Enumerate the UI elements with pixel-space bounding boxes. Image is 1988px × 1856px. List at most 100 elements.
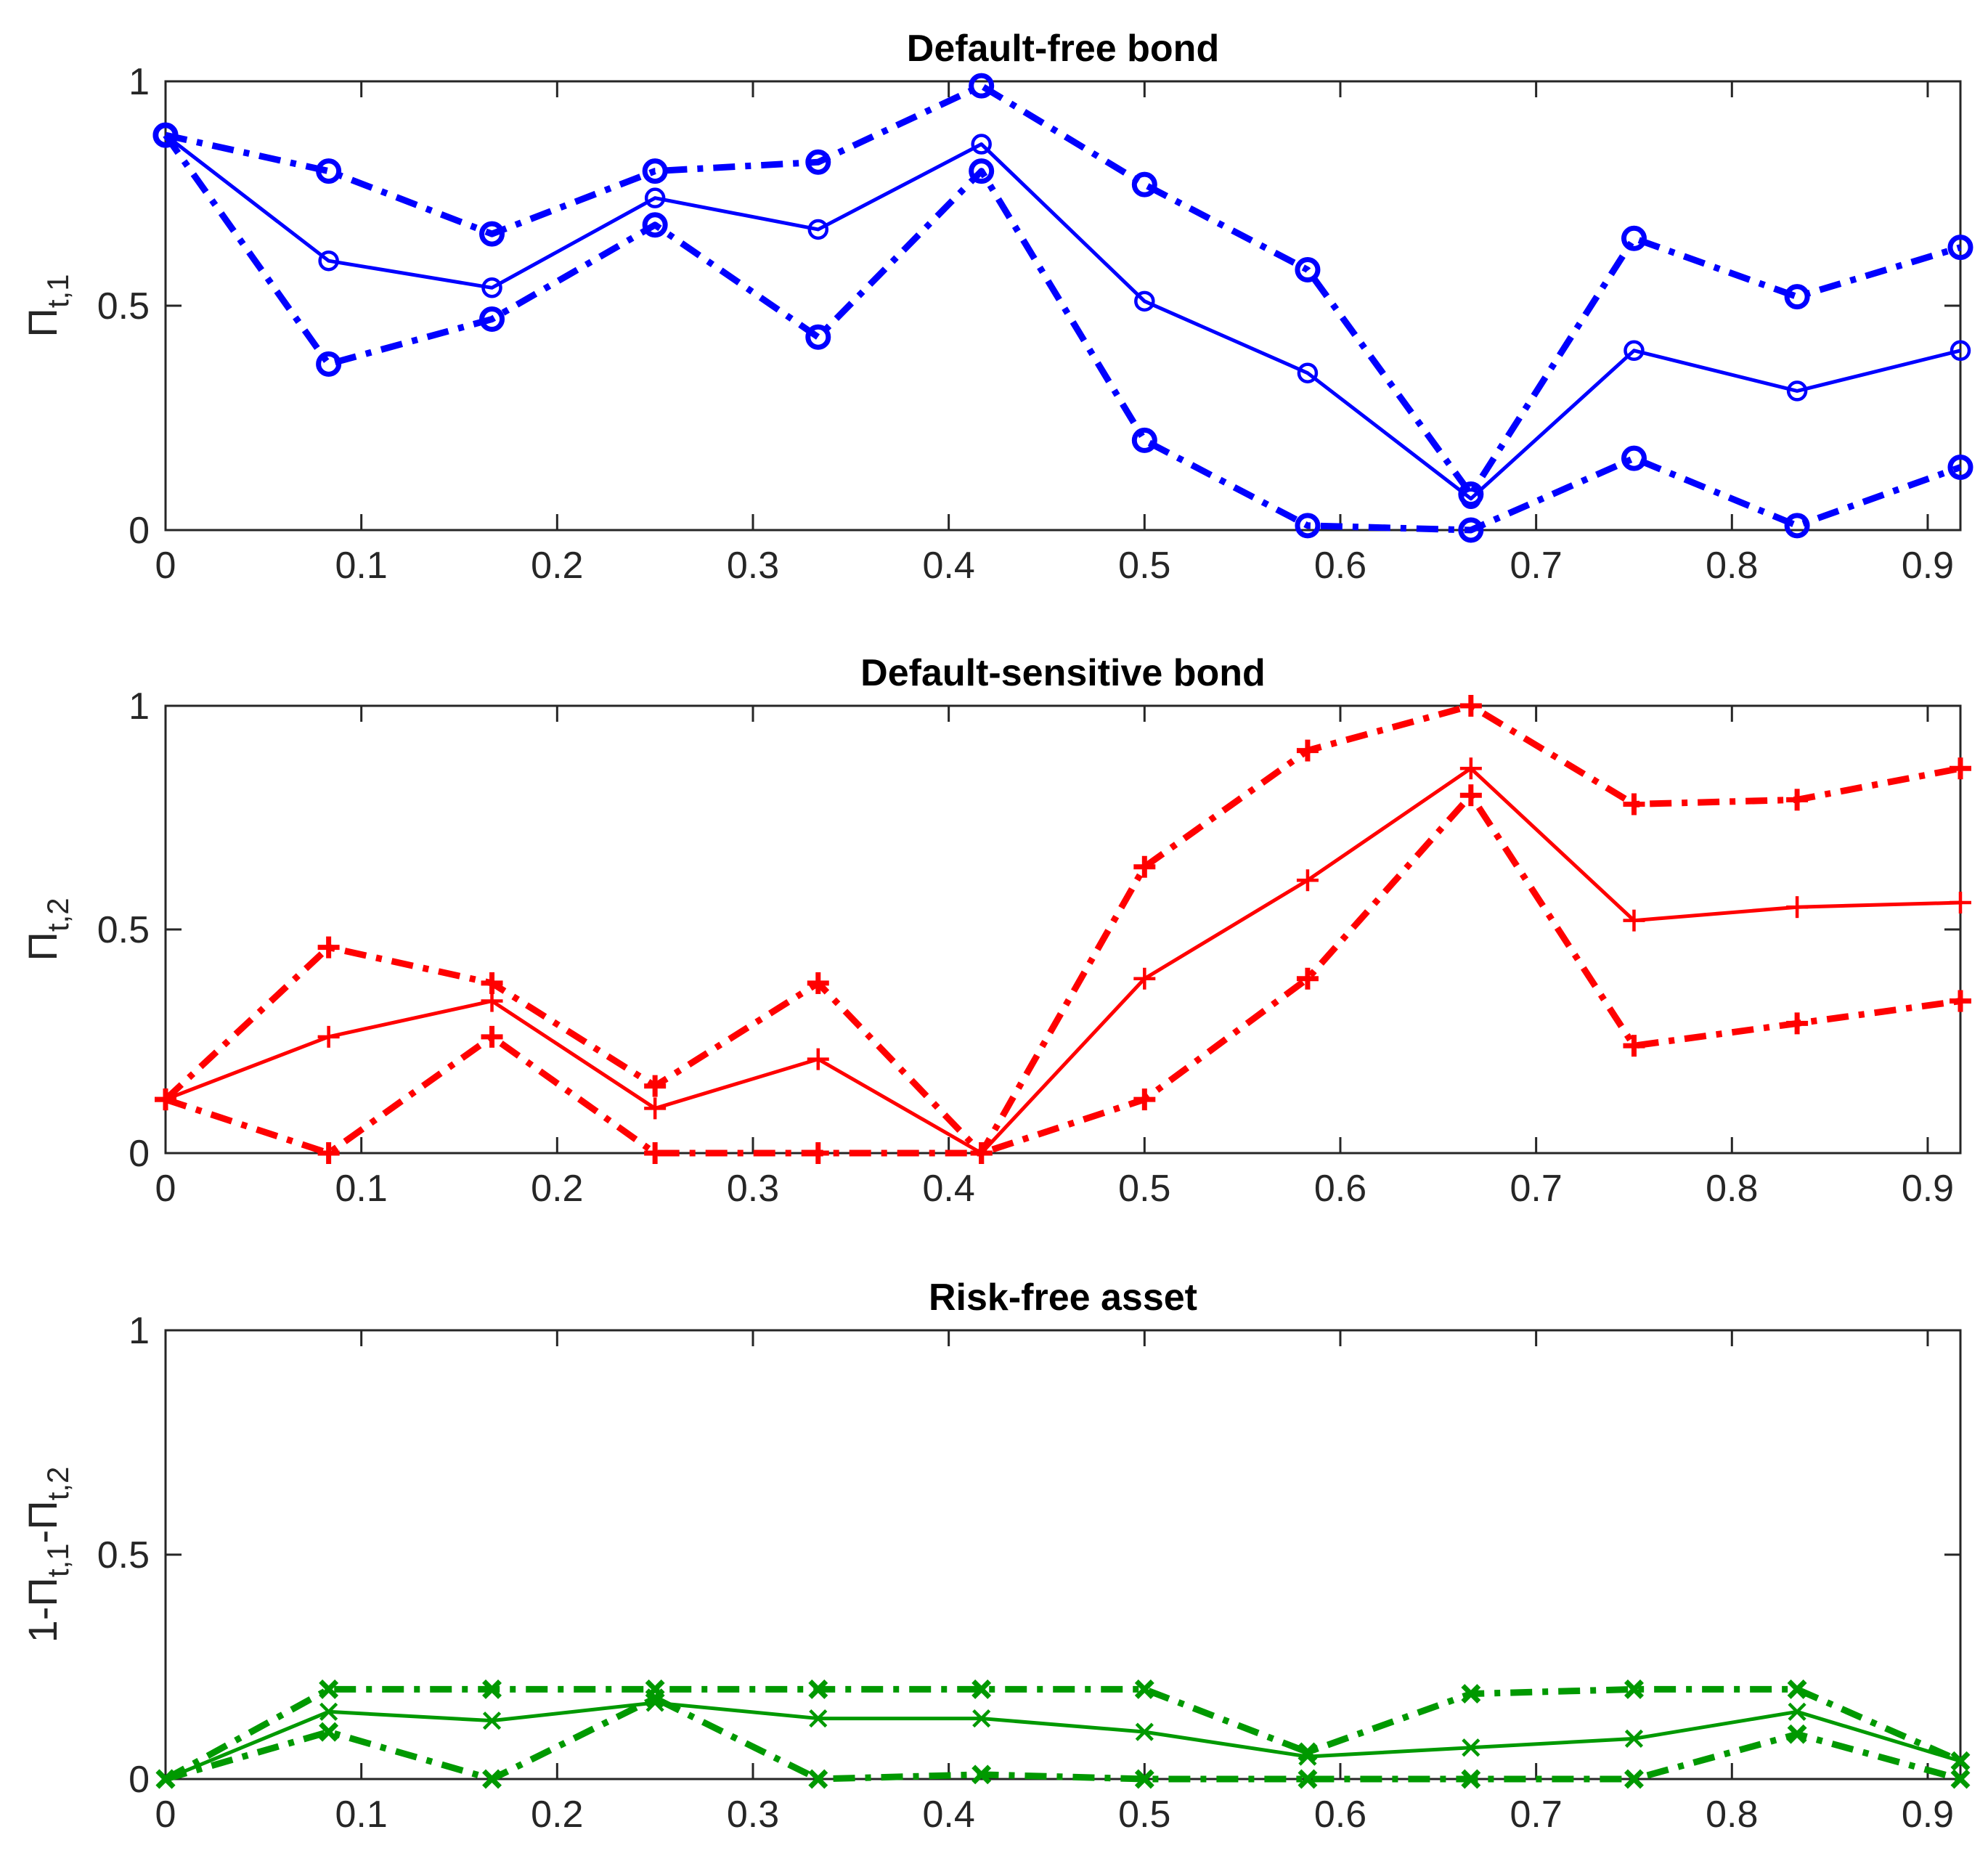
- y-tick-label: 0: [129, 510, 150, 552]
- chart-title: Risk-free asset: [929, 1277, 1197, 1319]
- data-point-upper: [1624, 1679, 1644, 1699]
- y-tick-label: 0: [129, 1759, 150, 1801]
- data-point-upper: [644, 1075, 667, 1097]
- data-point-mean: [481, 990, 503, 1012]
- x-tick-label: 0.9: [1902, 1168, 1954, 1210]
- data-point-lower: [155, 1769, 176, 1789]
- data-point-mean: [318, 250, 339, 272]
- data-point-upper: [1950, 757, 1971, 780]
- data-point-lower: [969, 158, 995, 184]
- x-tick-label: 0.7: [1510, 1168, 1562, 1210]
- x-tick-label: 0.5: [1118, 1168, 1170, 1210]
- data-point-lower: [316, 351, 342, 377]
- axes-box: [164, 80, 1962, 532]
- data-point-lower: [481, 1025, 503, 1048]
- data-point-upper: [1461, 1684, 1481, 1704]
- data-point-mean: [1623, 909, 1645, 932]
- x-tick-label: 0: [155, 545, 176, 587]
- data-point-mean: [971, 134, 992, 155]
- data-point-lower: [1458, 517, 1484, 543]
- data-point-lower: [317, 1142, 340, 1164]
- data-point-mean: [807, 1048, 829, 1070]
- data-point-mean: [1133, 967, 1156, 990]
- data-point-mean: [481, 277, 502, 298]
- data-point-upper: [479, 221, 505, 247]
- data-point-mean: [807, 219, 829, 240]
- x-tick-label: 0.4: [923, 1168, 975, 1210]
- data-point-mean: [1296, 869, 1319, 892]
- data-point-upper: [1458, 481, 1484, 508]
- series-line-mean: [165, 766, 1961, 1155]
- data-point-mean: [1786, 380, 1808, 402]
- data-point-upper: [1947, 235, 1973, 261]
- series-line-mean: [164, 134, 1961, 501]
- chart-default-sensitive-bond: Default-sensitive bond Πt,2 0 0.1 0.2 0.3 0.4 0…: [20, 652, 1971, 1210]
- x-tick-label: 0.8: [1706, 545, 1758, 587]
- data-point-mean: [1786, 896, 1809, 919]
- data-point-mean: [482, 1711, 502, 1730]
- y-axis-label: Πt,1: [20, 274, 75, 337]
- data-point-lower: [1947, 454, 1973, 480]
- data-point-upper: [805, 149, 831, 175]
- y-tick-label: 0: [129, 1133, 150, 1175]
- data-point-mean: [317, 1025, 340, 1048]
- data-point-mean: [319, 1702, 338, 1721]
- x-tick-label: 0.4: [923, 545, 975, 587]
- data-point-lower: [970, 1142, 993, 1164]
- data-point-upper: [969, 73, 995, 99]
- x-tick-label: 0.3: [727, 1168, 779, 1210]
- data-point-mean: [1460, 488, 1482, 509]
- x-tick-label: 0.6: [1314, 1794, 1366, 1836]
- x-tick-label: 0.8: [1706, 1168, 1758, 1210]
- x-tick-label: 0.7: [1510, 1794, 1562, 1836]
- data-point-lower: [1295, 513, 1321, 539]
- x-tick-label: 0.2: [531, 1794, 583, 1836]
- data-point-lower: [1786, 1012, 1809, 1035]
- y-axis-label: Πt,2: [20, 898, 75, 961]
- x-tick-label: 0: [155, 1794, 176, 1836]
- data-point-mean: [644, 187, 666, 208]
- data-point-lower: [1131, 427, 1157, 453]
- data-point-mean: [1297, 362, 1319, 383]
- data-point-upper: [1787, 1679, 1807, 1699]
- data-point-lower: [1133, 1088, 1156, 1111]
- data-point-lower: [1461, 1769, 1481, 1789]
- data-point-upper: [1784, 284, 1810, 310]
- x-tick-label: 0.9: [1902, 1794, 1954, 1836]
- data-point-mean: [1134, 290, 1155, 312]
- data-point-lower: [155, 1088, 176, 1111]
- data-point-mean: [1950, 340, 1971, 362]
- data-point-upper: [1623, 793, 1645, 815]
- data-point-mean: [645, 1693, 664, 1712]
- data-point-mean: [644, 1097, 667, 1120]
- data-point-lower: [805, 324, 831, 350]
- data-point-mean: [1951, 1751, 1970, 1770]
- data-point-upper: [482, 1679, 502, 1699]
- data-point-upper: [1621, 225, 1647, 251]
- data-point-lower: [642, 212, 668, 238]
- data-point-lower: [1459, 784, 1482, 807]
- x-tick-label: 0.6: [1314, 1168, 1366, 1210]
- series-line-upper: [163, 702, 1961, 1157]
- chart-title: Default-sensitive bond: [860, 652, 1266, 694]
- data-point-lower: [319, 1722, 339, 1742]
- x-tick-label: 0.3: [727, 1794, 779, 1836]
- data-point-lower: [1950, 1769, 1971, 1789]
- data-point-upper: [316, 158, 342, 184]
- data-point-upper: [1133, 855, 1156, 878]
- x-tick-label: 0.5: [1118, 545, 1170, 587]
- x-tick-label: 0.3: [727, 545, 779, 587]
- data-point-mean: [1624, 340, 1645, 362]
- data-point-lower: [808, 1769, 828, 1789]
- data-point-lower: [645, 1688, 665, 1709]
- y-tick-label: 0.5: [97, 1534, 150, 1576]
- data-point-mean: [1624, 1729, 1644, 1748]
- x-tick-label: 0.2: [531, 545, 583, 587]
- data-point-mean: [972, 1709, 991, 1728]
- data-point-upper: [1786, 789, 1809, 811]
- data-point-lower: [1298, 1769, 1318, 1789]
- x-tick-label: 0.1: [335, 1168, 388, 1210]
- data-point-lower: [1623, 1035, 1645, 1057]
- data-point-upper: [1459, 695, 1482, 717]
- axes-box: [164, 1329, 1962, 1780]
